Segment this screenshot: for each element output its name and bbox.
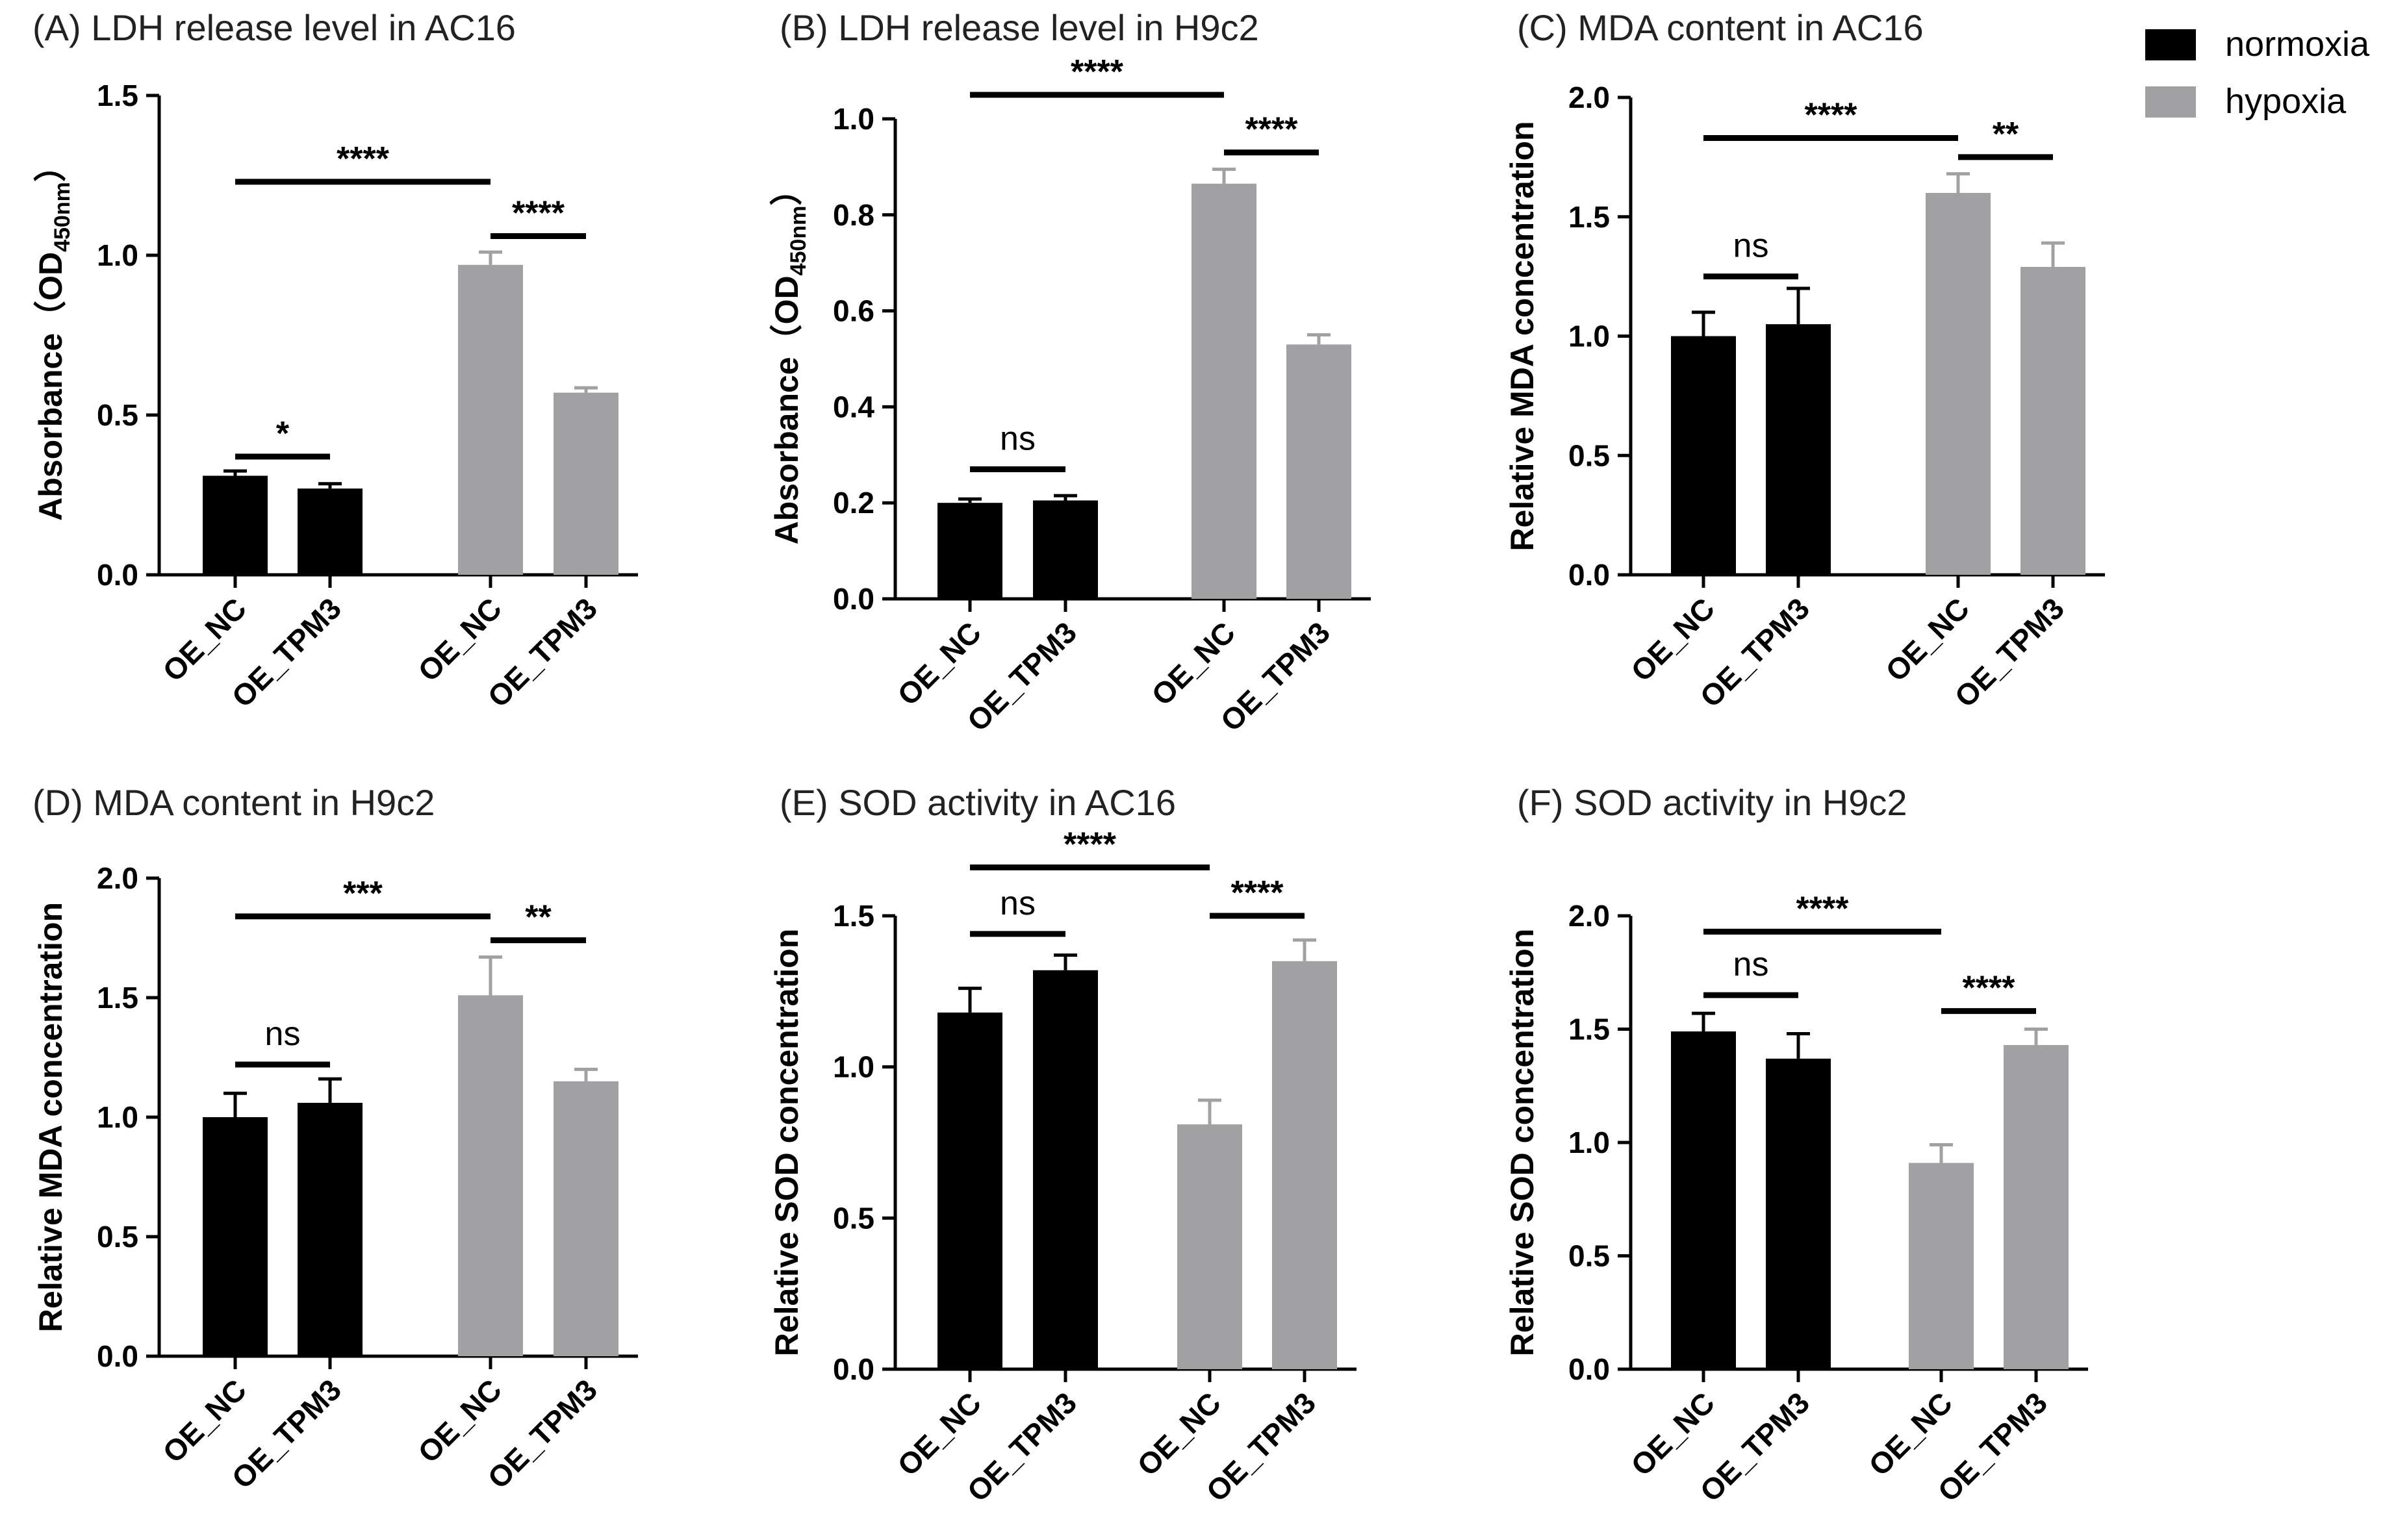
chart-panel-e: (E) SOD activity in AC16 Relative SOD con…	[769, 782, 1357, 1508]
y-tick-label: 0.0	[833, 582, 874, 616]
legend: normoxia hypoxia	[2145, 25, 2370, 121]
y-tick-label: 1.0	[833, 1050, 874, 1084]
panel-title: (C) MDA content in AC16	[1517, 7, 1924, 48]
significance-label: ****	[1071, 53, 1124, 91]
y-tick-label: 2.0	[97, 861, 138, 895]
panel-title: (A) LDH release level in AC16	[32, 7, 516, 48]
y-tick-label: 0.0	[1568, 1352, 1610, 1386]
y-tick-label: 0.5	[1568, 1239, 1610, 1273]
bar	[1286, 344, 1351, 599]
significance-label: ns	[1000, 420, 1036, 457]
bar	[1671, 336, 1736, 575]
bar	[1033, 970, 1098, 1369]
y-tick-label: 2.0	[1568, 81, 1610, 114]
significance-label: *	[276, 415, 290, 453]
significance-label: ns	[265, 1015, 301, 1053]
panel-title: (E) SOD activity in AC16	[780, 782, 1176, 823]
y-tick-label: 0.6	[833, 294, 874, 328]
bar	[1766, 1058, 1831, 1369]
y-tick-label: 0.0	[1568, 558, 1610, 592]
significance-label: ****	[1245, 111, 1299, 149]
y-tick-label: 1.0	[1568, 320, 1610, 353]
bar	[298, 1102, 363, 1356]
bar	[937, 1012, 1002, 1369]
bar	[1766, 324, 1831, 575]
significance-label: ****	[512, 194, 565, 232]
bar	[554, 1081, 618, 1356]
y-tick-label: 0.2	[833, 486, 874, 520]
panel-title: (F) SOD activity in H9c2	[1517, 782, 1907, 823]
significance-label: **	[1993, 116, 2019, 153]
y-tick-label: 0.0	[833, 1352, 874, 1386]
significance-label: **	[525, 899, 552, 937]
bar	[458, 264, 523, 575]
y-tick-label: 1.5	[833, 899, 874, 933]
significance-label: ns	[1000, 885, 1036, 922]
y-tick-label: 0.8	[833, 198, 874, 232]
significance-label: ****	[337, 140, 390, 178]
bar	[1272, 961, 1337, 1369]
y-tick-label: 0.5	[97, 398, 138, 432]
bar	[1033, 500, 1098, 599]
y-tick-label: 1.5	[1568, 1013, 1610, 1046]
legend-label-normoxia: normoxia	[2225, 25, 2370, 64]
significance-label: ****	[1231, 874, 1284, 912]
significance-label: ****	[1064, 826, 1117, 864]
significance-label: ***	[343, 875, 383, 913]
y-tick-label: 0.5	[1568, 438, 1610, 472]
significance-label: ****	[1805, 96, 1858, 134]
bar	[1909, 1163, 1974, 1369]
bar	[1926, 193, 1991, 575]
bar	[2020, 266, 2085, 575]
y-tick-label: 1.5	[97, 981, 138, 1015]
significance-label: ns	[1733, 227, 1769, 265]
bar	[458, 995, 523, 1356]
y-axis-label: Relative MDA concentration	[32, 902, 69, 1332]
y-axis-label: Relative MDA concentration	[1504, 121, 1540, 551]
chart-panels: (A) LDH release level in AC16Absorbance（…	[32, 7, 2105, 1508]
y-tick-label: 1.0	[1568, 1126, 1610, 1159]
bar	[1192, 183, 1256, 599]
bar	[203, 1117, 268, 1356]
legend-swatch-hypoxia	[2145, 86, 2196, 118]
y-tick-label: 1.5	[1568, 200, 1610, 234]
y-axis-label: Relative SOD concentration	[1504, 929, 1540, 1357]
bar	[2004, 1044, 2069, 1369]
y-tick-label: 1.0	[833, 102, 874, 136]
legend-swatch-normoxia	[2145, 29, 2196, 60]
significance-label: ****	[1963, 970, 2016, 1007]
significance-label: ****	[1796, 890, 1850, 928]
panel-title: (D) MDA content in H9c2	[32, 782, 435, 823]
y-tick-label: 1.0	[97, 1100, 138, 1134]
y-tick-label: 2.0	[1568, 899, 1610, 933]
legend-label-hypoxia: hypoxia	[2225, 82, 2347, 121]
y-axis-label: Relative SOD concentration	[769, 929, 805, 1357]
y-tick-label: 1.5	[97, 79, 138, 112]
panel-title: (B) LDH release level in H9c2	[780, 7, 1259, 48]
bar	[1671, 1031, 1736, 1369]
significance-label: ns	[1733, 946, 1769, 983]
y-tick-label: 0.5	[97, 1220, 138, 1254]
y-tick-label: 0.0	[97, 558, 138, 592]
bar	[203, 475, 268, 575]
y-tick-label: 0.5	[833, 1201, 874, 1235]
y-tick-label: 1.0	[97, 238, 138, 272]
bar	[937, 503, 1002, 599]
bar	[298, 488, 363, 575]
bar	[1177, 1124, 1242, 1369]
bar	[554, 392, 618, 575]
y-tick-label: 0.4	[833, 390, 874, 423]
y-tick-label: 0.0	[97, 1339, 138, 1373]
